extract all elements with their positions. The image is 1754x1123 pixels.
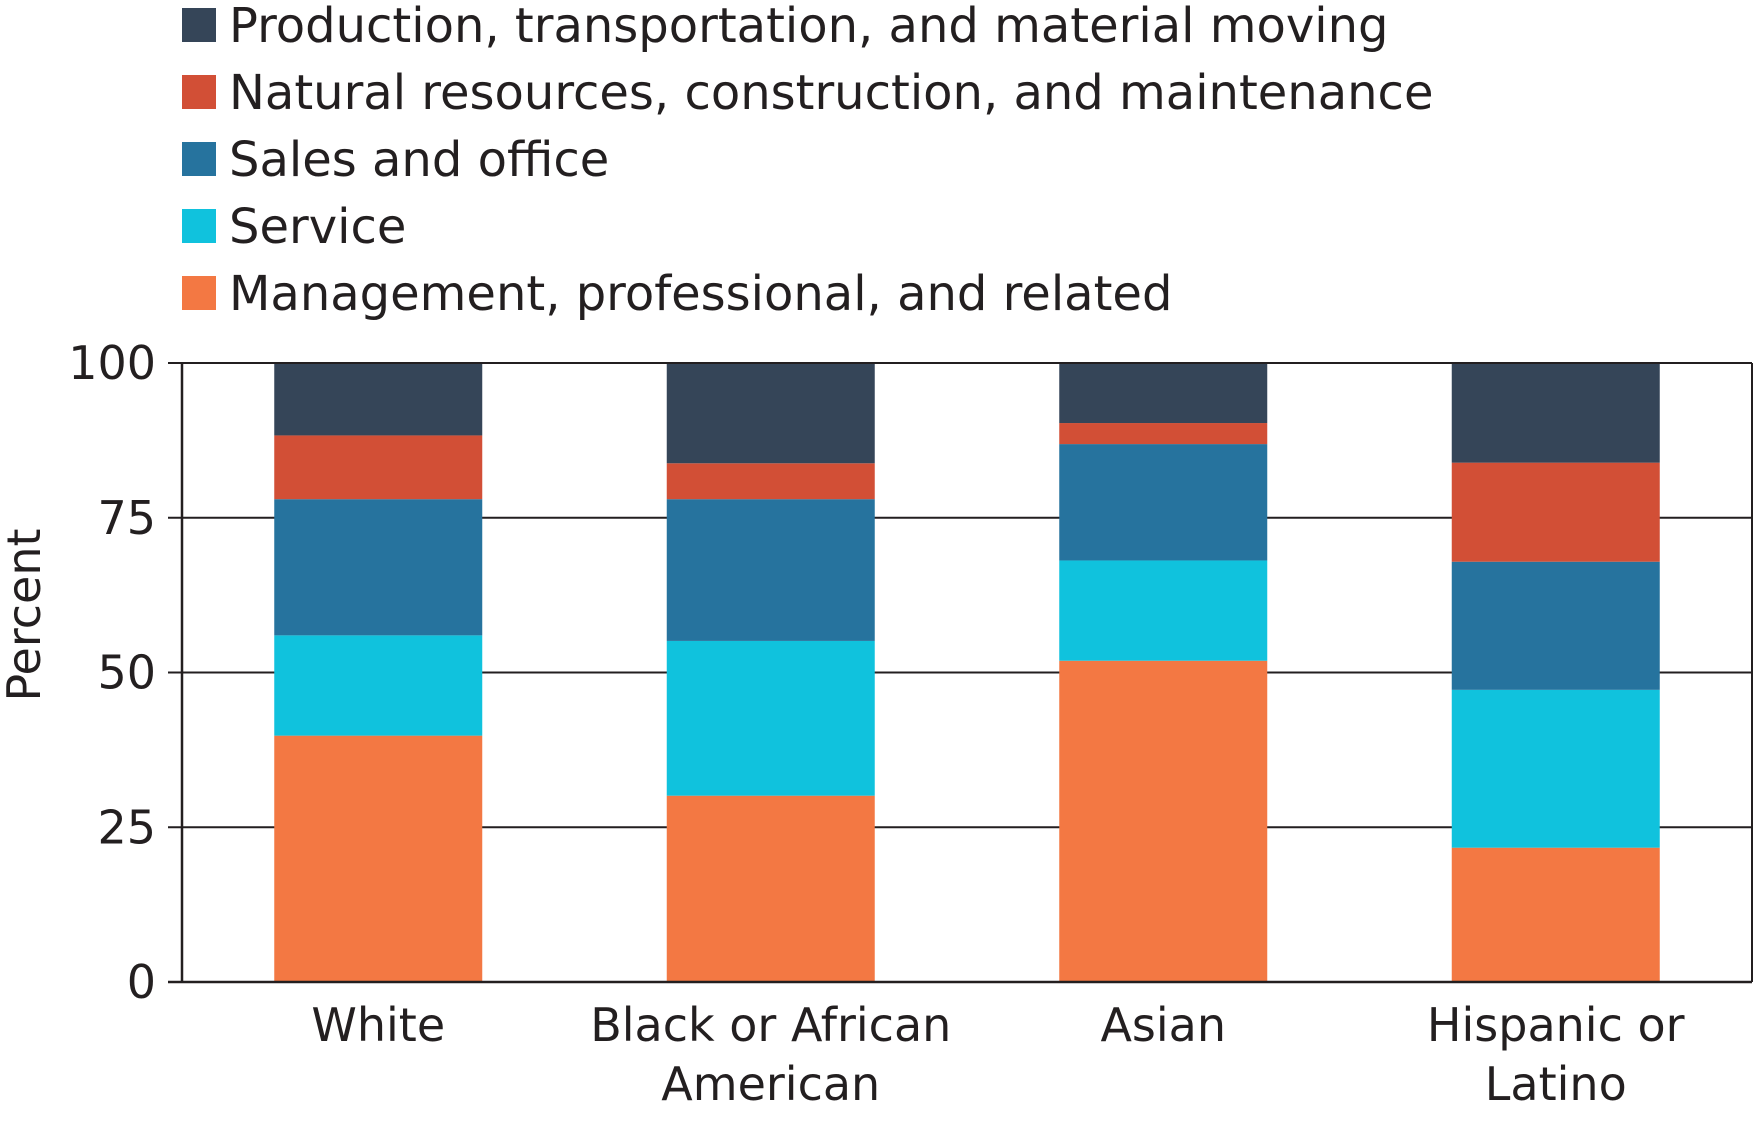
- y-axis-ticks: 0 25 50 75 100: [68, 336, 156, 1009]
- legend-label: Service: [229, 199, 406, 255]
- bar-segment: [274, 435, 483, 500]
- plot-frame: [168, 362, 1753, 984]
- legend: Production, transportation, and material…: [182, 0, 1433, 322]
- x-category-label: Latino: [1485, 1057, 1627, 1111]
- x-category-label: American: [661, 1057, 880, 1111]
- bar-segment: [274, 635, 483, 736]
- bar-segment: [1451, 561, 1660, 690]
- legend-swatch: [182, 209, 216, 243]
- bar-segment: [666, 499, 875, 641]
- legend-label: Sales and office: [229, 132, 609, 188]
- legend-swatch: [182, 142, 216, 176]
- bar-segment: [1059, 363, 1268, 424]
- bar-segment: [1451, 847, 1660, 982]
- bar-segment: [666, 463, 875, 500]
- bar-segment: [1059, 560, 1268, 661]
- bar-segment: [1451, 689, 1660, 848]
- x-category-label: Asian: [1100, 998, 1226, 1052]
- legend-swatch: [182, 276, 216, 310]
- y-tick-label: 0: [127, 955, 156, 1009]
- bar-segment: [666, 363, 875, 464]
- bar-segment: [1059, 660, 1268, 982]
- x-category-label: Hispanic or: [1427, 998, 1685, 1052]
- bar-segment: [274, 735, 483, 982]
- y-axis-title: Percent: [0, 528, 51, 701]
- y-tick-label: 50: [97, 646, 156, 700]
- bar-segment: [1451, 462, 1660, 562]
- bar-segment: [666, 795, 875, 982]
- x-category-label: White: [311, 998, 445, 1052]
- legend-swatch: [182, 8, 216, 42]
- legend-label: Natural resources, construction, and mai…: [229, 65, 1433, 121]
- bars: [274, 363, 1660, 982]
- x-category-label: Black or African: [590, 998, 951, 1052]
- legend-swatch: [182, 75, 216, 109]
- legend-label: Management, professional, and related: [229, 266, 1172, 322]
- bar-segment: [1059, 444, 1268, 561]
- bar-segment: [274, 363, 483, 436]
- bar-segment: [274, 499, 483, 636]
- y-tick-label: 75: [97, 491, 156, 545]
- y-tick-label: 25: [97, 800, 156, 854]
- bar-segment: [666, 640, 875, 796]
- legend-label: Production, transportation, and material…: [229, 0, 1388, 54]
- bar-segment: [1059, 423, 1268, 445]
- y-tick-label: 100: [68, 336, 156, 390]
- bar-segment: [1451, 363, 1660, 463]
